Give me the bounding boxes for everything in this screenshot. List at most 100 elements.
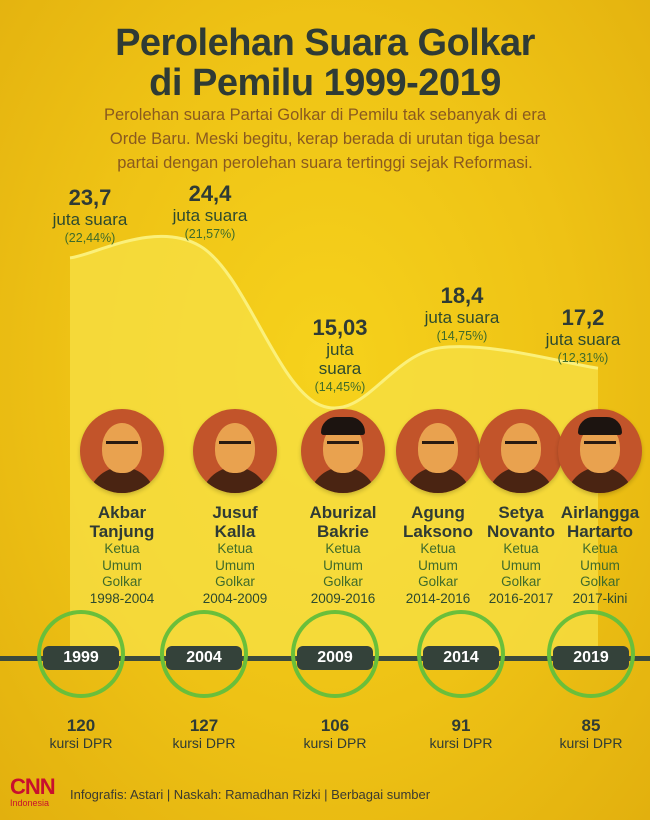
year-label: 2014 xyxy=(423,646,499,670)
leader-role: Ketua xyxy=(325,541,361,556)
year-ring xyxy=(291,610,379,698)
logo-main: CNN xyxy=(10,774,56,799)
value-label-2014: 18,4 juta suara (14,75%) xyxy=(402,284,522,345)
value-unit: juta suara xyxy=(172,206,248,225)
year-label: 1999 xyxy=(43,646,119,670)
leader-first-name: Aburizal xyxy=(309,503,377,522)
seat-unit: kursi DPR xyxy=(49,735,113,751)
value-unit: juta suara xyxy=(318,340,362,378)
leader-period: 2017-kini xyxy=(572,590,628,606)
leader-period: 2009-2016 xyxy=(310,590,376,606)
value-number: 17,2 xyxy=(561,305,605,330)
leader-setya-novanto: Setya Novanto Ketua Umum Golkar 2016-201… xyxy=(466,503,576,607)
leader-role: Ketua xyxy=(420,541,456,556)
leader-first-name: Airlangga xyxy=(560,503,640,522)
leader-last-name: Bakrie xyxy=(317,522,369,541)
leader-role: Golkar xyxy=(102,574,142,589)
seat-count-2009: 106 kursi DPR xyxy=(280,717,390,752)
value-unit: juta suara xyxy=(424,308,500,327)
seat-unit: kursi DPR xyxy=(303,735,367,751)
year-ring xyxy=(37,610,125,698)
page-title-line2: di Pemilu 1999-2019 xyxy=(149,62,501,104)
seat-unit: kursi DPR xyxy=(172,735,236,751)
year-label: 2009 xyxy=(297,646,373,670)
page-title-line1: Perolehan Suara Golkar xyxy=(115,22,535,64)
leader-role: Ketua xyxy=(104,541,140,556)
seat-number: 91 xyxy=(451,716,471,735)
leader-last-name: Laksono xyxy=(403,522,473,541)
value-label-2009: 15,03 juta suara (14,45%) xyxy=(280,316,400,396)
portrait-akbar-tanjung xyxy=(80,409,164,493)
portrait-jusuf-kalla xyxy=(193,409,277,493)
seat-number: 120 xyxy=(66,716,96,735)
seat-unit: kursi DPR xyxy=(559,735,623,751)
logo-sub: Indonesia xyxy=(10,798,50,808)
leader-period: 2014-2016 xyxy=(405,590,471,606)
leader-period: 2016-2017 xyxy=(488,590,554,606)
value-percent: (21,57%) xyxy=(184,227,236,241)
seat-number: 106 xyxy=(320,716,350,735)
value-label-2019: 17,2 juta suara (12,31%) xyxy=(523,306,643,367)
leader-role: Umum xyxy=(215,557,255,573)
leader-first-name: Agung xyxy=(411,503,465,522)
leader-first-name: Jusuf xyxy=(212,503,258,522)
leader-role: Golkar xyxy=(501,574,541,589)
leader-role: Umum xyxy=(580,557,620,573)
leader-role: Ketua xyxy=(217,541,253,556)
value-number: 24,4 xyxy=(188,181,232,206)
value-percent: (14,75%) xyxy=(436,329,488,343)
leader-first-name: Akbar xyxy=(97,503,147,522)
page-subtitle: Perolehan suara Partai Golkar di Pemilu … xyxy=(40,103,610,175)
leader-aburizal-bakrie: Aburizal Bakrie Ketua Umum Golkar 2009-2… xyxy=(288,503,398,607)
vote-line xyxy=(69,234,599,410)
leader-role: Golkar xyxy=(580,574,620,589)
year-ring xyxy=(160,610,248,698)
year-ring xyxy=(417,610,505,698)
leader-akbar-tanjung: Akbar Tanjung Ketua Umum Golkar 1998-200… xyxy=(67,503,177,607)
leader-role: Golkar xyxy=(215,574,255,589)
subtitle-line: Orde Baru. Meski begitu, kerap berada di… xyxy=(109,130,541,148)
seat-unit: kursi DPR xyxy=(429,735,493,751)
value-label-2004: 24,4 juta suara (21,57%) xyxy=(150,182,270,243)
leader-role: Umum xyxy=(102,557,142,573)
credits-text: Infografis: Astari | Naskah: Ramadhan Ri… xyxy=(70,787,431,802)
leader-role: Ketua xyxy=(503,541,539,556)
leader-last-name: Hartarto xyxy=(566,522,634,541)
value-percent: (14,45%) xyxy=(314,380,366,394)
seat-number: 127 xyxy=(189,716,219,735)
portrait-airlangga-hartarto xyxy=(558,409,642,493)
year-ring xyxy=(547,610,635,698)
leader-last-name: Tanjung xyxy=(89,522,155,541)
value-number: 15,03 xyxy=(312,315,368,340)
subtitle-line: Perolehan suara Partai Golkar di Pemilu … xyxy=(103,106,547,124)
seat-count-2014: 91 kursi DPR xyxy=(406,717,516,752)
year-label: 2019 xyxy=(553,646,629,670)
leader-last-name: Kalla xyxy=(214,522,256,541)
value-number: 23,7 xyxy=(68,185,112,210)
leader-role: Umum xyxy=(501,557,541,573)
leader-airlangga-hartarto: Airlangga Hartarto Ketua Umum Golkar 201… xyxy=(545,503,650,607)
year-label: 2004 xyxy=(166,646,242,670)
value-label-1999: 23,7 juta suara (22,44%) xyxy=(30,186,150,247)
leader-jusuf-kalla: Jusuf Kalla Ketua Umum Golkar 2004-2009 xyxy=(180,503,290,607)
value-unit: juta suara xyxy=(545,330,621,349)
leader-first-name: Setya xyxy=(498,503,544,522)
seat-count-2004: 127 kursi DPR xyxy=(149,717,259,752)
leader-period: 1998-2004 xyxy=(89,590,155,606)
value-percent: (12,31%) xyxy=(557,351,609,365)
value-unit: juta suara xyxy=(52,210,128,229)
portrait-agung-laksono xyxy=(396,409,480,493)
leader-role: Golkar xyxy=(418,574,458,589)
leader-period: 2004-2009 xyxy=(202,590,268,606)
leader-role: Golkar xyxy=(323,574,363,589)
portrait-setya-novanto xyxy=(479,409,563,493)
leader-role: Ketua xyxy=(582,541,618,556)
subtitle-line: partai dengan perolehan suara tertinggi … xyxy=(117,154,533,172)
seat-count-1999: 120 kursi DPR xyxy=(26,717,136,752)
value-number: 18,4 xyxy=(440,283,484,308)
seat-count-2019: 85 kursi DPR xyxy=(536,717,646,752)
cnn-indonesia-logo: CNN Indonesia xyxy=(10,776,58,810)
leader-agung-laksono: Agung Laksono Ketua Umum Golkar 2014-201… xyxy=(383,503,493,607)
leader-role: Umum xyxy=(323,557,363,573)
leader-last-name: Novanto xyxy=(487,522,555,541)
